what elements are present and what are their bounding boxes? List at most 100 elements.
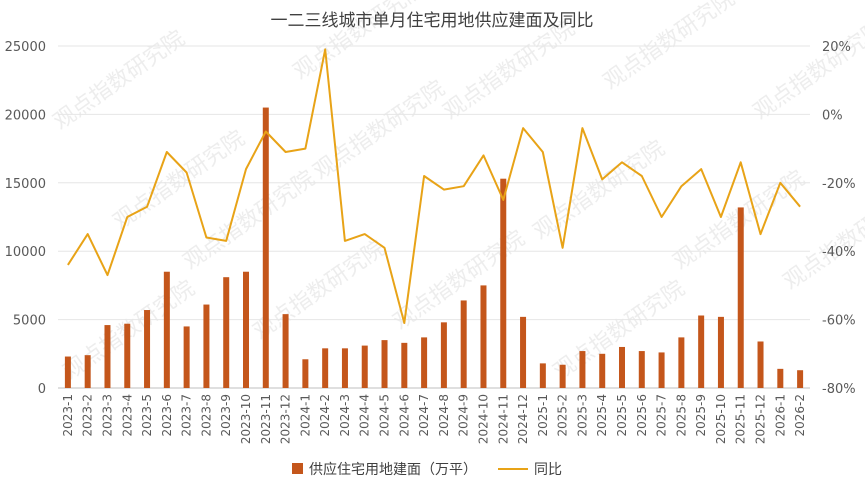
right-tick-label: -20%: [822, 177, 856, 192]
bar: [480, 285, 487, 388]
watermark-text: 观点指数研究院: [749, 16, 865, 125]
x-tick-label: 2023-4: [120, 394, 134, 437]
x-tick-label: 2023-10: [239, 394, 253, 444]
bar: [381, 340, 388, 388]
bar: [64, 356, 71, 388]
bar: [717, 316, 724, 388]
x-axis: 2023-1 2023-2 2023-3 2023-4 2023-5 2023-6 2023…: [61, 394, 807, 444]
bar: [539, 363, 546, 388]
x-tick-label: 2025-10: [714, 394, 728, 444]
legend-label-line: 同比: [534, 462, 562, 478]
right-tick-label: -40%: [822, 245, 856, 260]
x-tick-label: 2023-8: [199, 394, 213, 437]
bar: [599, 353, 606, 388]
bar: [777, 368, 784, 388]
bar: [520, 316, 527, 388]
x-tick-label: 2023-3: [100, 394, 114, 437]
watermark-text: 观点指数研究院: [249, 236, 390, 345]
bar: [421, 337, 428, 388]
x-tick-label: 2025-9: [694, 394, 708, 437]
x-tick-label: 2026-1: [773, 394, 787, 437]
x-tick-label: 2024-3: [338, 394, 352, 437]
bar: [678, 337, 685, 388]
bar: [559, 364, 566, 388]
x-tick-label: 2024-2: [318, 394, 332, 437]
bar: [302, 359, 309, 388]
bar: [104, 325, 111, 388]
x-tick-label: 2023-6: [160, 394, 174, 437]
x-tick-label: 2024-9: [457, 394, 471, 437]
x-tick-label: 2024-6: [397, 394, 411, 437]
legend-swatch-bar: [292, 463, 303, 474]
x-tick-label: 2023-9: [219, 394, 233, 437]
watermark-text: 观点指数研究院: [49, 26, 190, 135]
x-tick-label: 2025-2: [556, 394, 570, 437]
bar: [322, 348, 329, 388]
x-tick-label: 2025-1: [536, 394, 550, 437]
left-tick-label: 5000: [13, 314, 46, 329]
x-tick-label: 2024-4: [358, 394, 372, 437]
bar: [638, 351, 645, 388]
bar: [737, 207, 744, 388]
bar: [243, 271, 249, 388]
x-tick-label: 2023-2: [81, 394, 95, 437]
bar: [262, 107, 269, 388]
x-tick-label: 2025-3: [575, 394, 589, 437]
x-tick-label: 2023-5: [140, 394, 154, 437]
x-tick-label: 2024-7: [417, 394, 431, 437]
right-tick-label: -80%: [822, 382, 856, 397]
left-tick-label: 15000: [5, 177, 46, 192]
x-tick-label: 2024-5: [378, 394, 392, 437]
x-tick-label: 2024-1: [298, 394, 312, 437]
right-axis: -80% -60% -40% -20% 0% 20%: [822, 40, 856, 397]
bar: [460, 300, 467, 388]
legend-label-bar: 供应住宅用地建面（万平）: [309, 461, 477, 478]
bar: [124, 323, 131, 388]
watermark-text: 观点指数研究院: [779, 186, 865, 295]
bar: [163, 271, 170, 388]
bar: [797, 370, 804, 388]
x-tick-label: 2024-10: [476, 394, 490, 444]
bar: [619, 346, 625, 388]
bar: [757, 341, 764, 388]
watermark-text: 观点指数研究院: [109, 126, 250, 235]
bar: [401, 342, 408, 388]
left-tick-label: 25000: [5, 40, 46, 55]
x-tick-label: 2025-4: [595, 394, 609, 437]
x-tick-label: 2023-1: [61, 394, 75, 437]
legend: 供应住宅用地建面（万平） 同比: [292, 461, 562, 478]
x-tick-label: 2025-6: [635, 394, 649, 437]
x-tick-label: 2025-5: [615, 394, 629, 437]
x-tick-label: 2025-8: [674, 394, 688, 437]
x-tick-label: 2023-12: [279, 394, 293, 444]
x-tick-label: 2024-12: [516, 394, 530, 444]
x-tick-label: 2023-11: [259, 394, 273, 444]
bar: [658, 352, 665, 388]
bar: [579, 351, 586, 388]
bar: [440, 322, 447, 388]
bar: [183, 326, 190, 388]
bar: [84, 355, 91, 388]
bar: [282, 314, 289, 388]
watermark-text: 观点指数研究院: [439, 16, 580, 125]
x-tick-label: 2026-2: [793, 394, 807, 437]
line-series: [67, 48, 801, 324]
x-tick-label: 2025-7: [655, 394, 669, 437]
bar: [223, 277, 230, 388]
bar: [500, 178, 507, 388]
bar: [203, 304, 210, 388]
yoy-line: [67, 48, 801, 324]
x-tick-label: 2023-7: [180, 394, 194, 437]
left-tick-label: 20000: [5, 108, 46, 123]
bar: [361, 345, 368, 388]
chart-title: 一二三线城市单月住宅用地供应建面及同比: [271, 11, 594, 31]
bar: [341, 348, 348, 388]
right-tick-label: 20%: [822, 40, 851, 55]
right-tick-label: -60%: [822, 314, 856, 329]
watermark-text: 观点指数研究院: [599, 0, 740, 95]
x-tick-label: 2024-11: [496, 394, 510, 444]
left-tick-label: 10000: [5, 245, 46, 260]
x-tick-label: 2025-12: [754, 394, 768, 444]
